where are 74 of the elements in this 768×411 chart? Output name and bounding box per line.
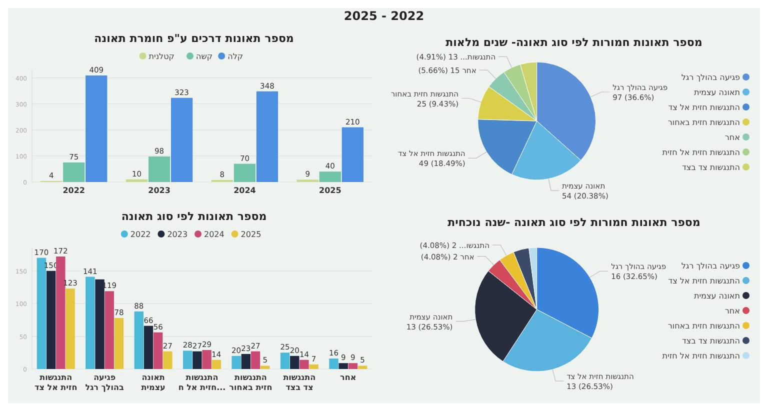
- bar: [95, 279, 104, 369]
- bar: [86, 276, 95, 369]
- chart-title: מספר תאונות דרכים ע"פ חומרת תאונה: [94, 32, 294, 45]
- bar: [114, 318, 124, 369]
- bar: [290, 356, 300, 369]
- x-tick-label: התנגשות חזית באחור: [229, 373, 272, 392]
- bar: [329, 358, 338, 369]
- bar: [66, 288, 75, 369]
- legend-label: 2023: [167, 230, 188, 239]
- x-tick-label: 2024: [234, 186, 256, 195]
- bar: [256, 91, 278, 182]
- bar: [250, 351, 260, 369]
- bar: [202, 350, 212, 369]
- bar: [170, 98, 193, 182]
- legend-label: תאונה עצמית: [694, 88, 740, 97]
- legend-label: 2024: [204, 230, 224, 239]
- x-tick-label: התנגשות חזית אל ח...: [178, 373, 226, 392]
- legend-label: אחר: [724, 306, 740, 316]
- x-tick-label: פגיעה בהולך רגל: [85, 373, 124, 392]
- bar: [36, 258, 46, 369]
- legend-label: אחר: [724, 133, 740, 142]
- legend-label: פגיעה בהולך רגל: [681, 73, 740, 82]
- legend-label: התנגשות צד בצד: [682, 163, 740, 172]
- bar: [63, 162, 85, 182]
- bar: [46, 270, 56, 369]
- bar: [319, 172, 341, 182]
- bar: [212, 360, 221, 369]
- legend-label: קטלנית: [148, 52, 175, 61]
- legend-label: התנגשות חזית באחור: [668, 118, 740, 127]
- legend-label: 2025: [240, 230, 262, 239]
- bar: [342, 127, 364, 182]
- text: 2025 - 2022: [344, 9, 424, 23]
- x-tick-label: 2025: [319, 186, 342, 195]
- legend-label: קשה: [196, 52, 213, 61]
- chart-title: מספר תאונות חמורות לפי סוג תאונה -שנה נוכחית: [448, 216, 700, 229]
- bar: [126, 179, 148, 182]
- bar: [358, 366, 368, 369]
- legend-label: התנגשות חזית אל חזית: [662, 148, 740, 157]
- x-tick-label: 2023: [148, 186, 170, 195]
- legend-label: תאונה עצמית: [694, 292, 740, 300]
- bar: [134, 311, 144, 369]
- legend-label: התנגשות חזית אל צד: [668, 276, 740, 286]
- bar: [338, 363, 348, 369]
- legend-label: קלה: [228, 52, 244, 61]
- legend-label: התנגשות חזית אל חזית: [662, 352, 740, 360]
- legend-label: 2022: [130, 230, 151, 239]
- bar: [183, 350, 192, 369]
- bar: [260, 366, 270, 369]
- bar: [163, 351, 172, 369]
- legend-label: התנגשות חזית אל צד: [668, 103, 740, 112]
- x-tick-label: התנגשות צד בצד: [283, 373, 316, 392]
- x-tick-label: 2022: [62, 186, 85, 195]
- bar: [148, 156, 170, 182]
- x-tick-label: אחר: [340, 373, 356, 382]
- bar: [86, 75, 108, 182]
- chart-title: מספר תאונות לפי סוג תאונה: [121, 210, 267, 223]
- chart-title: מספר תאונות חמורות לפי סוג תאונה- שנים מלאות: [446, 36, 702, 49]
- bar: [348, 363, 358, 369]
- legend-label: פגיעה בהולך רגל: [681, 262, 740, 270]
- bar: [234, 164, 256, 182]
- bar: [56, 256, 66, 369]
- legend-label: התנגשות צד בצד: [682, 336, 740, 346]
- bar: [241, 354, 251, 369]
- bar: [153, 332, 163, 369]
- bar: [309, 364, 318, 369]
- x-tick-label: תאונה עצמית: [141, 373, 166, 392]
- bar: [192, 351, 202, 369]
- x-tick-label: התנגשות חזית אל צד: [34, 373, 78, 392]
- legend-label: התנגשות חזית באחור: [668, 322, 740, 330]
- bar: [300, 360, 309, 369]
- bar: [144, 326, 154, 369]
- bar: [280, 352, 290, 369]
- bar: [232, 356, 241, 369]
- bar: [104, 291, 114, 369]
